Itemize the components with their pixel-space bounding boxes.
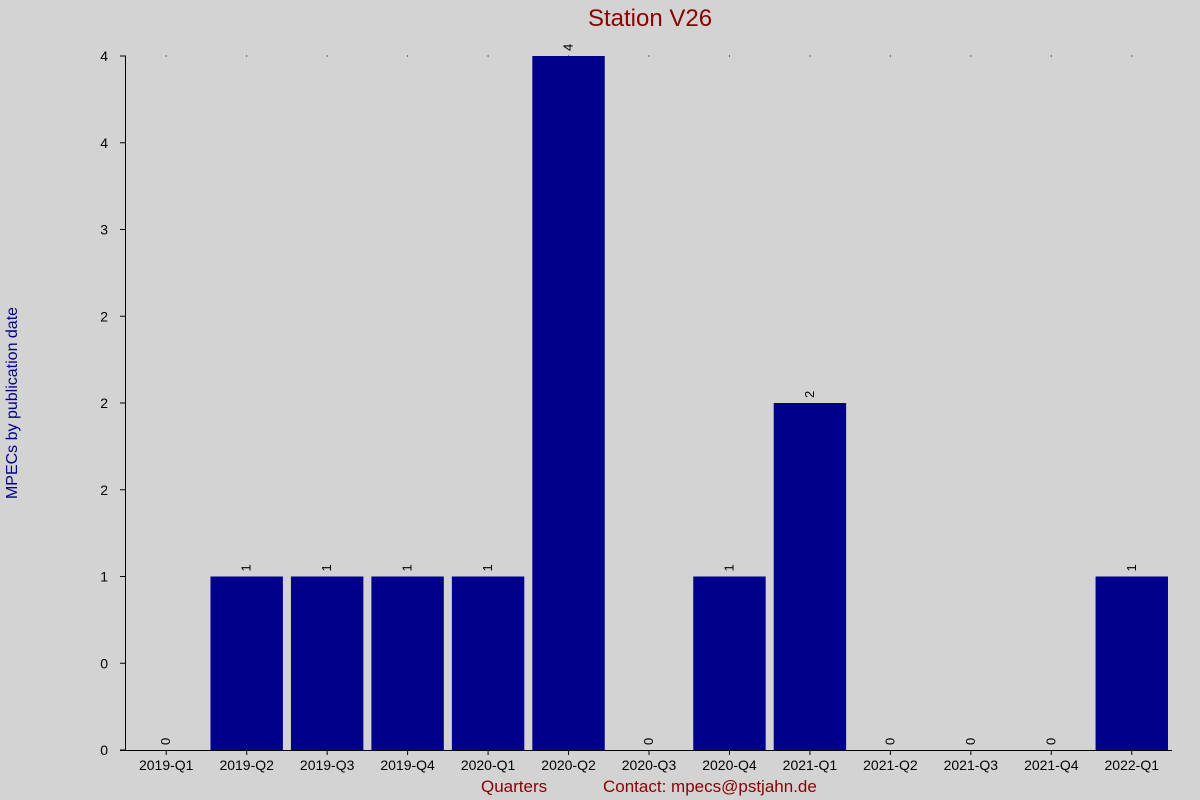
bar-value-label-2020-Q3: 0 bbox=[641, 738, 656, 745]
x-tick-label-2020-Q2: 2020-Q2 bbox=[541, 757, 596, 773]
y-axis-label: MPECs by publication date bbox=[4, 307, 21, 499]
contact-label: Contact: mpecs@pstjahn.de bbox=[603, 777, 817, 796]
top-dot-12 bbox=[1131, 55, 1133, 57]
bar-2020-Q1 bbox=[451, 576, 525, 750]
x-tick-label-2019-Q2: 2019-Q2 bbox=[219, 757, 274, 773]
top-dot-3 bbox=[407, 55, 409, 57]
bar-value-label-2021-Q1: 2 bbox=[802, 391, 817, 398]
y-tick-label-6: 3 bbox=[100, 222, 108, 238]
bar-value-label-2021-Q3: 0 bbox=[963, 738, 978, 745]
y-tick-label-0: 0 bbox=[100, 742, 108, 758]
plot-area: 0 1 1 1 1 4 0 1 2 0 0 0 1 0 0 1 2 2 2 3 4 4 2019-Q1 2019-Q2 2019… bbox=[100, 44, 1172, 773]
x-tick-label-2020-Q4: 2020-Q4 bbox=[702, 757, 757, 773]
bar-2020-Q4 bbox=[693, 576, 766, 750]
y-tick-label-8: 4 bbox=[100, 48, 108, 64]
x-tick-label-2022-Q1: 2022-Q1 bbox=[1105, 757, 1160, 773]
top-dot-2 bbox=[326, 55, 328, 57]
x-tick-label-2021-Q1: 2021-Q1 bbox=[783, 757, 838, 773]
bar-value-label-2021-Q4: 0 bbox=[1043, 738, 1058, 745]
bar-value-label-2022-Q1: 1 bbox=[1124, 564, 1139, 571]
y-tick-label-4: 2 bbox=[100, 395, 108, 411]
contact-prefix: Contact: mpecs bbox=[603, 777, 721, 796]
top-dot-7 bbox=[728, 55, 730, 57]
bar-value-label-2020-Q4: 1 bbox=[721, 564, 736, 571]
bar-2019-Q3 bbox=[290, 576, 364, 750]
bar-value-label-2019-Q1: 0 bbox=[158, 738, 173, 745]
bar-2019-Q2 bbox=[210, 576, 283, 750]
top-dot-10 bbox=[970, 55, 972, 57]
x-tick-label-2020-Q3: 2020-Q3 bbox=[622, 757, 677, 773]
x-tick-label-2020-Q1: 2020-Q1 bbox=[461, 757, 516, 773]
x-tick-label-2019-Q3: 2019-Q3 bbox=[300, 757, 355, 773]
top-dot-8 bbox=[809, 55, 811, 57]
x-tick-label-2021-Q3: 2021-Q3 bbox=[944, 757, 999, 773]
x-tick-label-2019-Q4: 2019-Q4 bbox=[380, 757, 435, 773]
x-axis-label: Quarters bbox=[481, 777, 547, 796]
bar-value-label-2019-Q2: 1 bbox=[239, 564, 254, 571]
y-tick-label-7: 4 bbox=[100, 135, 108, 151]
bar-value-label-2020-Q2: 4 bbox=[561, 44, 576, 51]
bar-2020-Q2 bbox=[532, 56, 605, 750]
contact-email: pstjahn.de bbox=[738, 777, 816, 796]
bar-value-label-2021-Q2: 0 bbox=[882, 738, 897, 745]
x-tick-label-2019-Q1: 2019-Q1 bbox=[139, 757, 194, 773]
bar-2019-Q4 bbox=[371, 576, 444, 750]
y-tick-label-3: 2 bbox=[100, 482, 108, 498]
top-dot-4 bbox=[487, 55, 489, 57]
bar-2021-Q1 bbox=[773, 403, 847, 750]
top-dot-6 bbox=[648, 55, 650, 57]
chart-title: Station V26 bbox=[588, 5, 712, 32]
top-dot-0 bbox=[165, 55, 167, 57]
bar-value-label-2019-Q3: 1 bbox=[319, 564, 334, 571]
bar-value-label-2020-Q1: 1 bbox=[480, 564, 495, 571]
bar-2022-Q1 bbox=[1095, 576, 1168, 750]
y-tick-label-5: 2 bbox=[100, 308, 108, 324]
top-dot-9 bbox=[889, 55, 891, 57]
y-tick-label-2: 1 bbox=[100, 569, 108, 585]
top-dot-11 bbox=[1050, 55, 1052, 57]
x-tick-label-2021-Q4: 2021-Q4 bbox=[1024, 757, 1079, 773]
y-tick-label-1: 0 bbox=[100, 655, 108, 671]
contact-at-icon: @ bbox=[721, 777, 738, 796]
x-tick-label-2021-Q2: 2021-Q2 bbox=[863, 757, 918, 773]
top-dot-1 bbox=[246, 55, 248, 57]
bar-value-label-2019-Q4: 1 bbox=[400, 564, 415, 571]
